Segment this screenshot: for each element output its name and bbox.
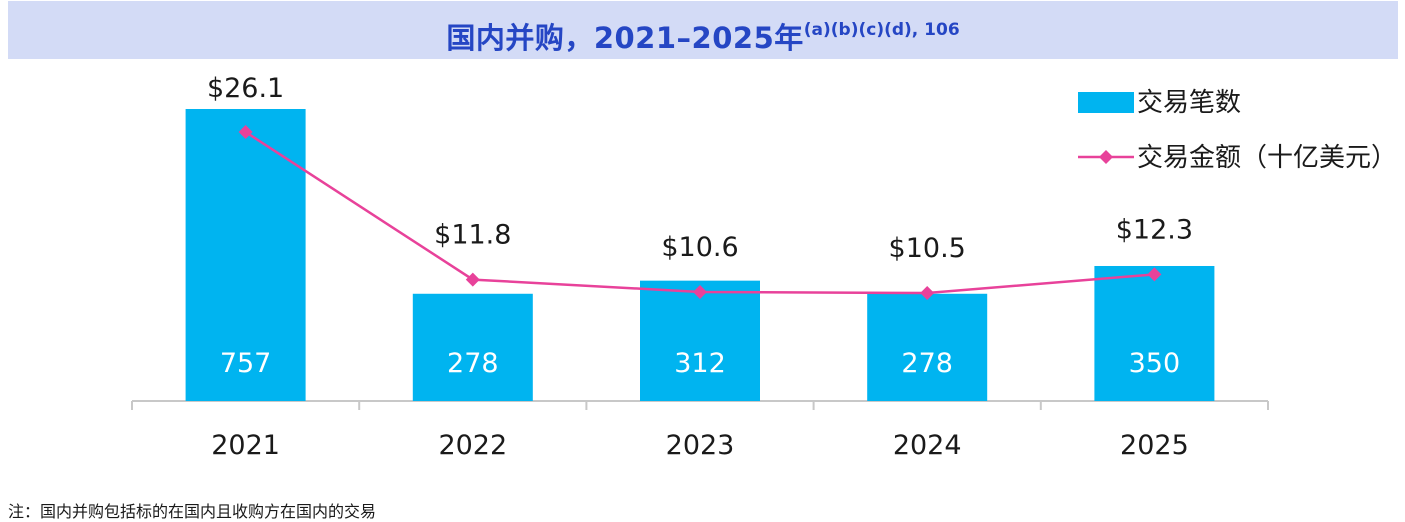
legend-label-bars: 交易笔数 bbox=[1137, 88, 1241, 118]
bar-value-label: 312 bbox=[674, 348, 726, 379]
bar-value-label: 278 bbox=[447, 348, 499, 379]
bar-value-label: 350 bbox=[1129, 348, 1181, 379]
line-series-amount bbox=[244, 130, 1155, 295]
line-point-2024 bbox=[920, 286, 935, 300]
chart-title-superscript: (a)(b)(c)(d), 106 bbox=[803, 20, 960, 40]
chart-area: 757 278 312 278 350 2021 2022 2023 2024 2025 $26.1… bbox=[131, 73, 1397, 461]
legend-marker-line bbox=[1099, 150, 1113, 164]
amount-data-label: $12.3 bbox=[1116, 214, 1193, 245]
x-tick-label: 2024 bbox=[893, 430, 962, 461]
amount-data-label: $10.5 bbox=[889, 233, 966, 264]
x-tick-label: 2025 bbox=[1120, 430, 1189, 461]
bar-value-label: 278 bbox=[901, 348, 953, 379]
bar-2025 bbox=[1094, 265, 1215, 401]
amount-data-label: $10.6 bbox=[661, 232, 738, 263]
legend-label-line: 交易金额（十亿美元） bbox=[1137, 143, 1397, 173]
footnote: 注：国内并购包括标的在国内且收购方在国内的交易 bbox=[8, 502, 377, 521]
line-point-2022 bbox=[465, 272, 480, 287]
line-point-2021 bbox=[238, 125, 253, 139]
bar-2023 bbox=[640, 280, 760, 401]
bar-2022 bbox=[412, 293, 533, 401]
chart-title: 国内并购，2021–2025年 bbox=[446, 21, 804, 55]
legend-swatch-bars bbox=[1078, 92, 1134, 113]
line-point-2023 bbox=[693, 284, 707, 299]
x-tick-label: 2021 bbox=[211, 430, 280, 461]
line-point-2025 bbox=[1147, 267, 1162, 282]
bar-2024 bbox=[867, 293, 988, 401]
amount-data-label: $26.1 bbox=[207, 73, 284, 104]
x-tick-label: 2023 bbox=[666, 430, 735, 461]
amount-data-label: $11.8 bbox=[434, 220, 511, 251]
chart-title-bar: 国内并购，2021–2025年(a)(b)(c)(d), 106 bbox=[8, 1, 1398, 59]
bar-value-label: 757 bbox=[220, 348, 272, 379]
x-tick-label: 2022 bbox=[438, 430, 507, 461]
